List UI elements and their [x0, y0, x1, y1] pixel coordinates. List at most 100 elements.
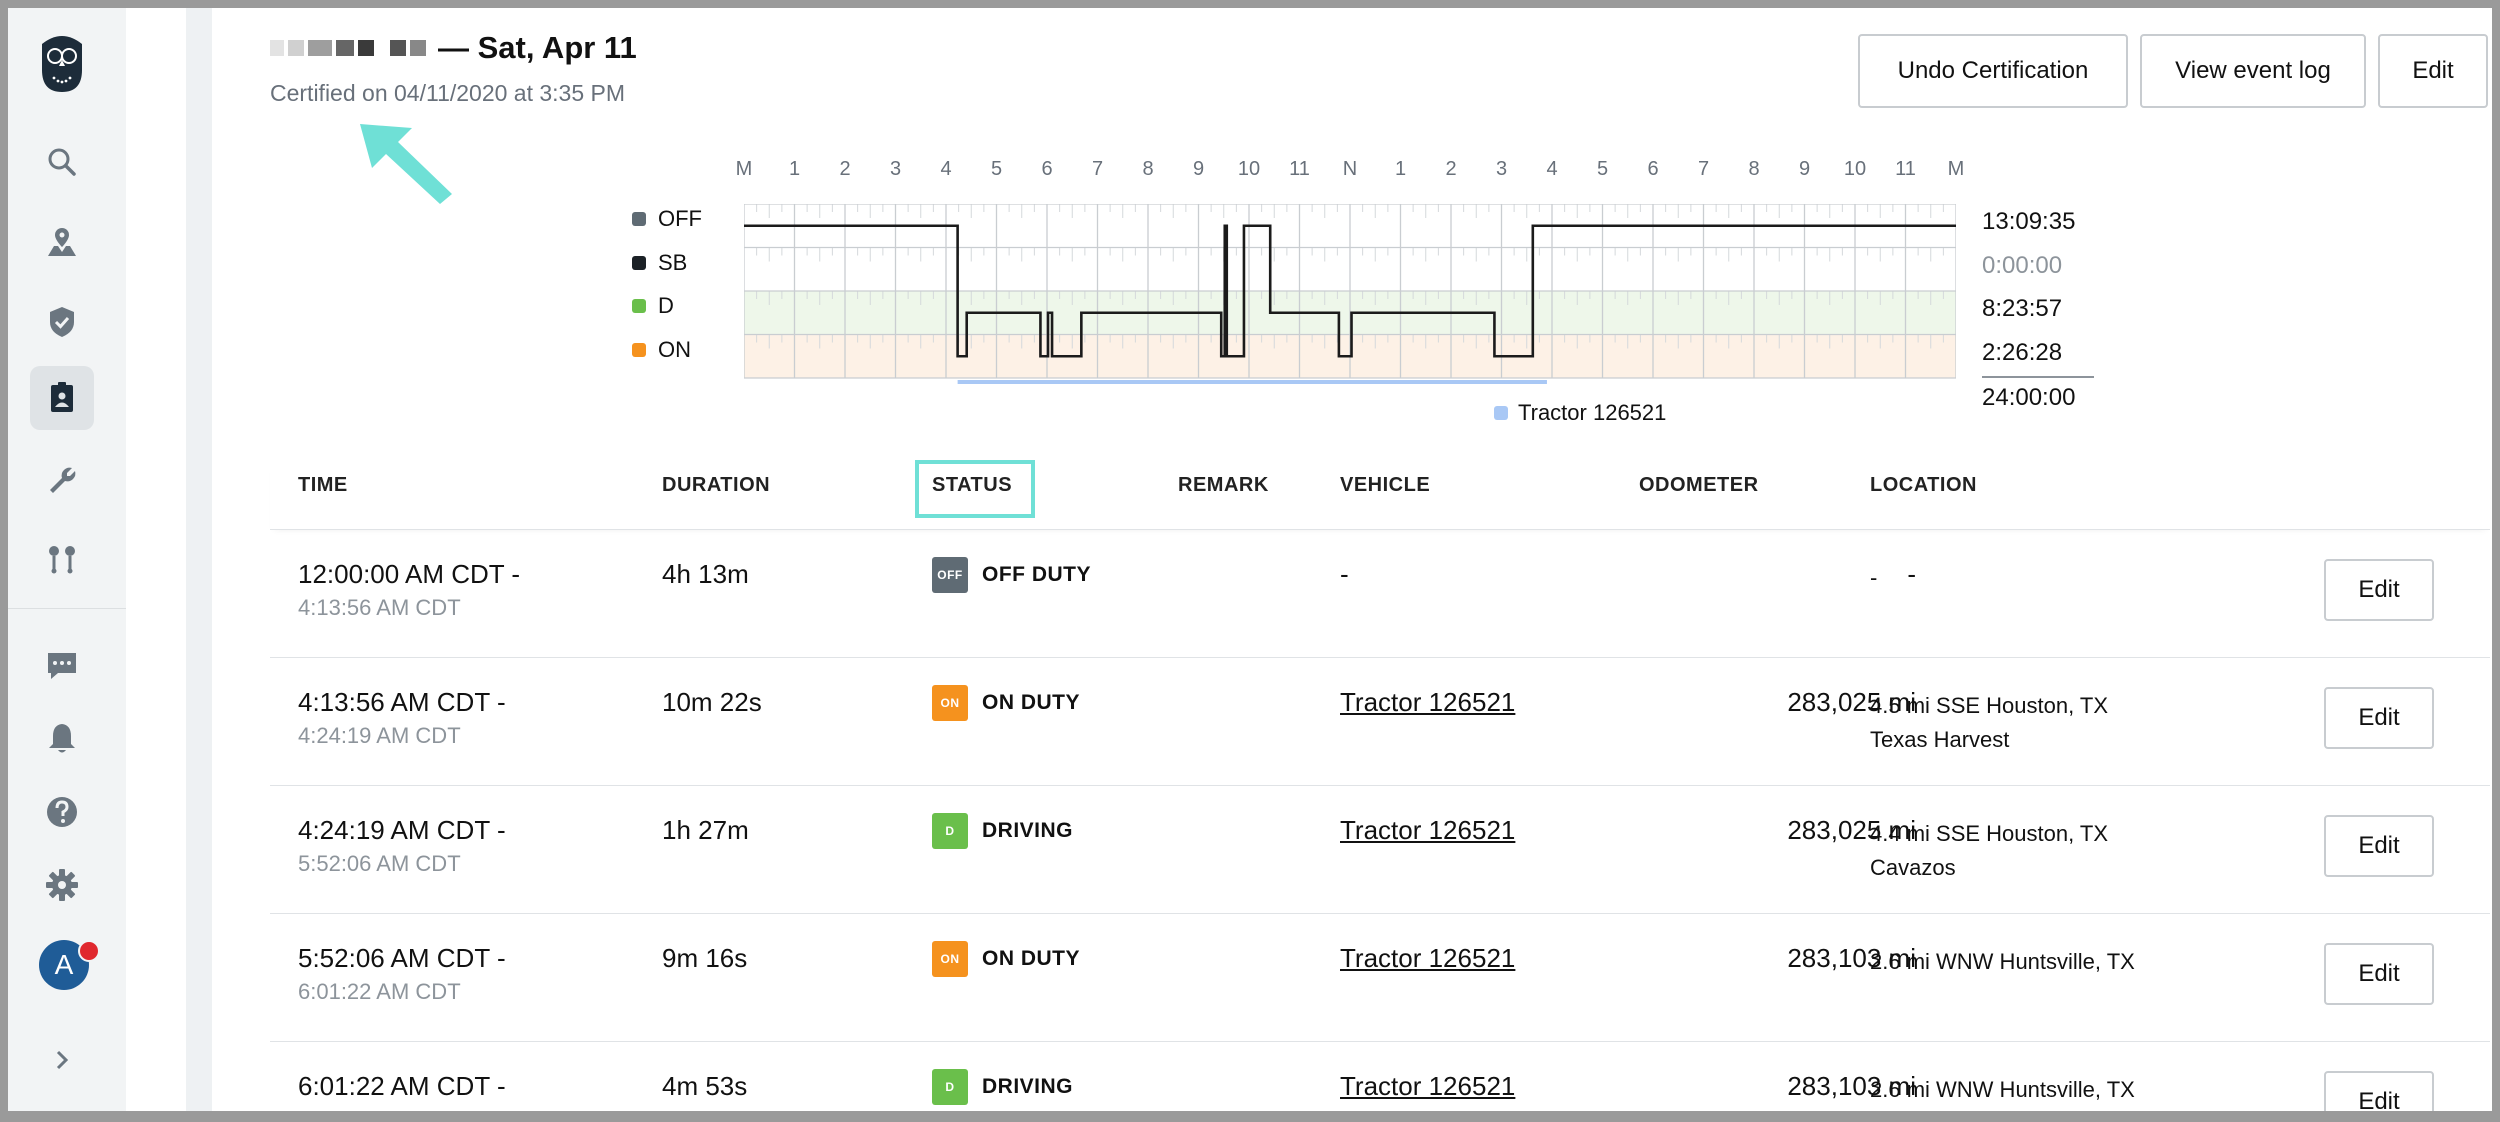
row-odometer: 283,025 mi	[1787, 687, 1916, 717]
row-location-line1: 2.6 mi WNW Huntsville, TX	[1870, 949, 2135, 974]
gear-icon[interactable]	[30, 853, 94, 917]
status-row-label: SB	[632, 250, 687, 276]
status-badge: D	[932, 813, 968, 849]
row-location-line2: Cavazos	[1870, 855, 1956, 880]
chevron-right-icon[interactable]	[30, 1028, 94, 1092]
row-edit-button[interactable]: Edit	[2324, 687, 2434, 749]
sidebar: A	[8, 8, 127, 1111]
redacted-name	[270, 40, 284, 56]
col-vehicle[interactable]: VEHICLE	[1340, 474, 1431, 496]
row-location: 2.6 mi WNW Huntsville, TX	[1870, 1073, 2135, 1107]
chat-icon[interactable]	[30, 633, 94, 697]
hour-tick-label: 10	[1843, 158, 1867, 180]
row-duration: 10m 22s	[662, 687, 762, 717]
status-row-label: OFF	[632, 206, 702, 232]
col-duration[interactable]: DURATION	[662, 474, 771, 496]
hour-tick-label: 3	[1495, 158, 1508, 180]
hour-tick-label: 11	[1289, 158, 1310, 180]
content-scroll-track	[186, 8, 212, 1111]
row-status-text: DRIVING	[982, 819, 1074, 842]
hour-tick-label: 2	[1445, 158, 1457, 180]
row-edit-button[interactable]: Edit	[2324, 1071, 2434, 1111]
status-label-text: SB	[658, 249, 688, 275]
row-status: D DRIVING	[932, 1069, 1073, 1105]
table-row: 6:01:22 AM CDT - 4m 53s D DRIVING Tractor 12…	[270, 1041, 2490, 1111]
map-pin-icon[interactable]	[30, 210, 94, 274]
hour-tick-label: 8	[1748, 158, 1760, 180]
duty-status-grid	[744, 204, 1956, 384]
shield-check-icon[interactable]	[30, 290, 94, 354]
row-vehicle-link[interactable]: Tractor 126521	[1340, 687, 1516, 717]
hour-tick-label: 6	[1647, 158, 1659, 180]
owl-logo-icon[interactable]	[38, 30, 86, 94]
row-status: OFF OFF DUTY	[932, 557, 1091, 593]
app-window: A — Sat, Apr 11 Certified on 04/11/2020 …	[8, 8, 2492, 1111]
status-total-sb: 0:00:00	[1982, 251, 2063, 279]
undo-certification-button[interactable]: Undo Certification	[1858, 34, 2128, 108]
redacted-name	[390, 40, 406, 56]
status-label-text: ON	[658, 336, 691, 362]
row-location: 4.4 mi SSE Houston, TX Cavazos	[1870, 817, 2108, 885]
status-label-text: D	[658, 293, 674, 318]
avatar[interactable]: A	[39, 940, 89, 990]
row-end-time: 4:13:56 AM CDT	[298, 595, 461, 620]
hour-tick-label: 5	[990, 158, 1003, 180]
table-row: 4:13:56 AM CDT -4:24:19 AM CDT 10m 22s ON O…	[270, 657, 2490, 786]
row-odometer: 283,103 mi	[1787, 1071, 1916, 1101]
col-status[interactable]: STATUS	[932, 474, 1013, 496]
content-gutter	[126, 8, 194, 1111]
row-edit-button[interactable]: Edit	[2324, 943, 2434, 1005]
legend-vehicle-label: Tractor 126521	[1518, 400, 1667, 425]
status-total-on: 2:26:28	[1982, 338, 2063, 366]
row-status: D DRIVING	[932, 813, 1073, 849]
hour-tick-label: 6	[1041, 158, 1053, 180]
status-badge: D	[932, 1069, 968, 1105]
col-location[interactable]: LOCATION	[1870, 474, 1977, 496]
sidebar-divider	[8, 608, 126, 609]
col-time[interactable]: TIME	[298, 474, 348, 496]
page-title: — Sat, Apr 11	[270, 30, 637, 66]
wrench-icon[interactable]	[30, 448, 94, 512]
edit-log-button[interactable]: Edit	[2378, 34, 2488, 108]
search-icon[interactable]	[30, 130, 94, 194]
row-duration: 4h 13m	[662, 559, 749, 589]
col-odometer[interactable]: ODOMETER	[1639, 474, 1759, 496]
row-vehicle-link[interactable]: Tractor 126521	[1340, 815, 1516, 845]
hour-tick-label: 8	[1142, 158, 1154, 180]
route-icon[interactable]	[30, 526, 94, 590]
row-odometer: 283,103 mi	[1787, 943, 1916, 973]
view-event-log-button[interactable]: View event log	[2140, 34, 2366, 108]
help-icon[interactable]	[30, 780, 94, 844]
row-location: 4.5 mi SSE Houston, TX Texas Harvest	[1870, 689, 2108, 757]
hour-tick-label: 4	[940, 158, 952, 180]
redacted-name	[308, 40, 332, 56]
legend-swatch	[1494, 406, 1508, 420]
status-dot	[632, 255, 646, 270]
status-badge: ON	[932, 685, 968, 721]
status-header-highlight	[915, 460, 1035, 518]
bell-icon[interactable]	[30, 706, 94, 770]
row-location: 2.6 mi WNW Huntsville, TX	[1870, 945, 2135, 979]
driver-badge-icon[interactable]	[30, 366, 94, 430]
row-edit-button[interactable]: Edit	[2324, 815, 2434, 877]
hour-tick-label: 1	[788, 158, 801, 180]
hour-tick-label: M	[735, 158, 753, 180]
certified-timestamp: Certified on 04/11/2020 at 3:35 PM	[270, 80, 626, 106]
row-odometer: -	[1907, 559, 1916, 589]
hour-tick-label: 9	[1192, 158, 1205, 180]
row-start-time: 4:13:56 AM CDT -	[298, 687, 506, 717]
row-start-time: 4:24:19 AM CDT -	[298, 815, 506, 845]
redacted-name	[358, 40, 374, 56]
row-edit-button[interactable]: Edit	[2324, 559, 2434, 621]
row-end-time: 6:01:22 AM CDT	[298, 979, 461, 1004]
hour-tick-label: 3	[889, 158, 902, 180]
row-vehicle-link[interactable]: Tractor 126521	[1340, 943, 1516, 973]
row-end-time: 5:52:06 AM CDT	[298, 851, 461, 876]
status-row-label: D	[632, 293, 674, 319]
col-remark[interactable]: REMARK	[1178, 474, 1269, 496]
row-vehicle-link: -	[1340, 559, 1349, 589]
row-vehicle-link[interactable]: Tractor 126521	[1340, 1071, 1516, 1101]
status-badge: ON	[932, 941, 968, 977]
row-status: ON ON DUTY	[932, 941, 1080, 977]
row-start-time: 12:00:00 AM CDT -	[298, 559, 521, 589]
